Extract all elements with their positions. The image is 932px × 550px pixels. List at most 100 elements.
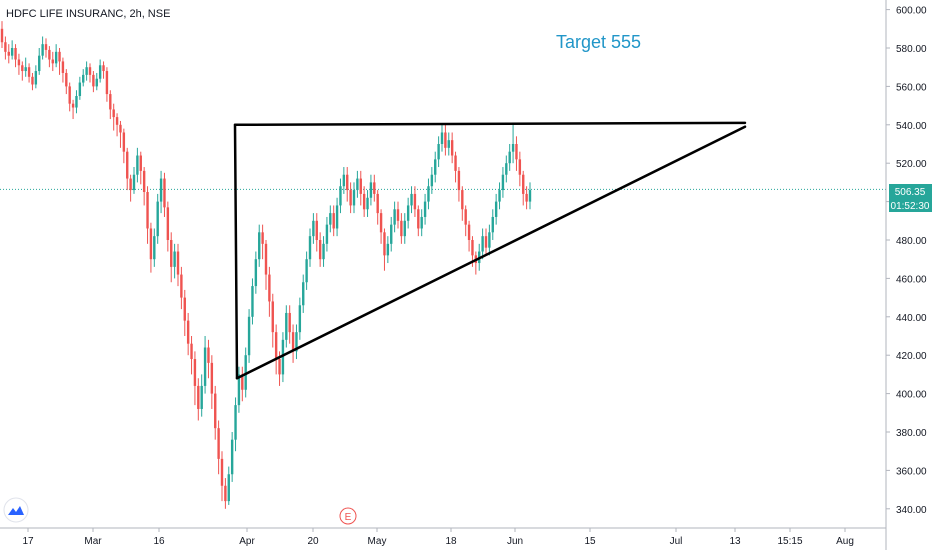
candle-body [464,209,467,225]
x-tick-label: 17 [22,536,34,547]
candle [146,186,149,244]
candle-body [126,151,129,179]
candle-body [261,232,264,244]
candle [193,351,197,406]
candle-body [298,305,302,333]
candle [315,213,318,252]
candle-body [349,190,352,206]
candle-body [518,159,522,175]
candle [420,209,423,237]
candle-body [318,240,322,260]
candle-body [71,103,75,108]
candle-body [0,28,4,43]
candle-body [417,209,420,229]
candle [335,197,339,237]
candle-body [129,178,132,191]
candle-body [24,67,27,72]
candle-body [329,213,332,225]
candle [423,193,427,225]
candle-body [38,55,41,72]
candle [366,190,369,217]
candle [369,174,373,206]
candle-body [258,232,261,260]
candle [383,228,386,271]
candle-body [217,428,220,459]
candle-body [427,186,430,202]
candle-body [511,144,515,152]
candle [393,201,396,233]
candle-body [132,174,136,191]
candle-body [21,65,24,72]
candle [528,182,532,210]
candle-body [461,190,464,210]
candle [525,186,528,210]
candle-body [163,178,166,208]
candle [437,136,440,168]
candle-body [82,74,85,83]
candle-body [264,243,268,275]
y-tick-label: 560.00 [896,82,927,93]
left-leg-line[interactable] [233,123,239,380]
candle [268,266,271,317]
candle-body [214,393,217,429]
candle [373,174,376,202]
current-price-badge [889,184,932,198]
candle [427,178,430,210]
candle-body [420,216,423,229]
candle-body [166,207,170,240]
candle-body [156,201,159,237]
candle [7,44,10,64]
candle [10,40,14,60]
earnings-marker[interactable]: E [339,507,357,525]
candle [349,182,352,214]
candle-body [386,243,390,256]
candle [413,186,417,217]
y-tick-label: 380.00 [896,428,927,439]
candle-body [173,251,176,267]
candle-body [505,163,508,175]
candle-body [180,274,183,298]
candle-body [78,82,82,96]
candle [234,397,237,452]
candle-body [41,44,44,56]
x-tick-label: 18 [445,536,457,547]
y-tick-label: 460.00 [896,274,927,285]
candle-body [434,159,437,175]
candle-body [410,193,413,206]
candle [98,59,102,83]
candle-body [176,251,180,275]
candle [71,99,75,120]
candle [325,216,329,252]
candle [488,224,491,256]
y-tick-label: 600.00 [896,6,927,17]
candle-body [423,201,427,217]
candle-body [14,48,17,60]
candle [352,182,356,214]
y-tick-label: 520.00 [896,159,927,170]
y-tick-label: 480.00 [896,236,927,247]
candle [54,44,58,68]
candle-body [85,67,88,75]
trendlines-layer [233,121,747,380]
candle [85,61,88,81]
support-line[interactable] [235,125,747,380]
candle [186,312,190,356]
countdown-badge [889,198,932,212]
candle [166,201,170,252]
candle-body [58,51,61,62]
candle [14,44,17,68]
tradingview-logo-icon[interactable] [3,497,29,523]
candle-body [254,259,258,287]
candle [302,274,305,313]
candle [68,82,71,112]
candle [82,69,85,87]
earnings-marker-label: E [345,512,352,523]
candle-body [501,174,505,191]
candle [518,151,522,187]
resistance-line[interactable] [233,121,747,127]
candle-body [403,220,406,237]
candle [132,167,136,194]
candle-body [136,155,139,175]
candle-body [48,49,51,60]
